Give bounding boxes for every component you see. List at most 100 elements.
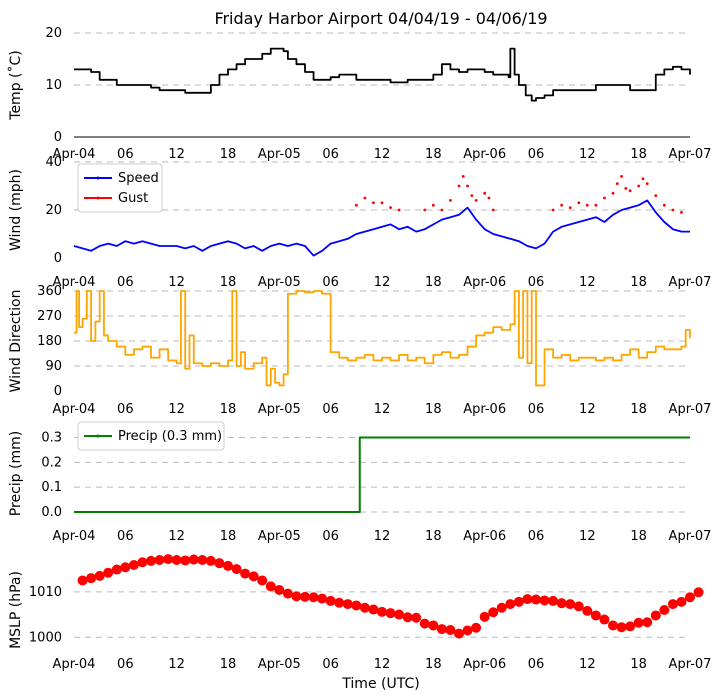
x-tick-label: Apr-07 [669, 275, 712, 290]
data-point [431, 203, 435, 207]
data-point [496, 602, 507, 613]
data-point [223, 560, 233, 571]
data-point [440, 208, 444, 212]
data-point [479, 611, 490, 622]
data-point [325, 595, 336, 606]
data-point [146, 555, 156, 566]
x-tick-label: 18 [425, 529, 442, 544]
x-tick-label: 12 [374, 657, 391, 672]
data-point [599, 614, 610, 625]
x-tick-label: Apr-06 [463, 657, 506, 672]
x-tick-label: 12 [579, 402, 596, 417]
data-point [402, 612, 413, 623]
y-tick-label: 20 [45, 26, 62, 41]
data-point [505, 599, 516, 610]
data-point [372, 201, 375, 205]
data-point [642, 617, 653, 628]
x-tick-label: 06 [322, 657, 339, 672]
x-tick-label: Apr-07 [669, 147, 712, 162]
y-axis-label: Temp (˚C) [7, 50, 24, 120]
x-tick-label: 06 [117, 402, 134, 417]
legend-box [77, 163, 163, 213]
data-point [654, 194, 658, 198]
x-tick-label: 12 [579, 275, 596, 290]
data-point [491, 208, 495, 212]
x-tick-label: Apr-05 [258, 402, 301, 417]
data-point [513, 596, 524, 607]
x-tick-label: Apr-04 [53, 147, 96, 162]
panel-precip: 0.0 0.1 0.2 0.3 Precip (mm) Apr-04 06 12 18 Apr-0… [8, 421, 711, 544]
data-point [680, 211, 683, 214]
legend-label: Gust [118, 191, 148, 206]
data-point [633, 617, 644, 628]
x-tick-label: 06 [322, 529, 339, 544]
data-point [488, 607, 499, 618]
x-tick-label: 12 [168, 402, 185, 417]
data-point [380, 201, 384, 205]
legend-marker [96, 434, 100, 438]
y-tick-label: 0.1 [41, 480, 62, 495]
x-tick-label: Apr-05 [258, 657, 301, 672]
data-point [342, 599, 353, 610]
x-tick-label: Apr-05 [258, 147, 301, 162]
data-point [257, 575, 268, 586]
data-point [377, 606, 387, 617]
y-tick-label: 180 [37, 334, 62, 349]
data-point [389, 206, 392, 210]
data-point [363, 196, 367, 200]
x-tick-label: 18 [630, 402, 647, 417]
panel-wdir: 0 90 180 270 360 Wind Direction Apr-04 06 12 18 Ap… [8, 284, 711, 417]
x-tick-label: 12 [579, 529, 596, 544]
x-tick-label: 18 [220, 147, 237, 162]
data-point [334, 597, 345, 608]
data-point [685, 592, 695, 603]
y-tick-label: 0 [54, 130, 62, 145]
legend-box [77, 421, 225, 451]
data-point [436, 624, 447, 635]
data-point [137, 557, 148, 568]
data-point [397, 208, 401, 212]
data-point [197, 555, 208, 565]
data-point [620, 175, 623, 178]
data-point [628, 189, 632, 193]
data-point [94, 570, 105, 581]
data-point [662, 203, 666, 207]
series-line-precip-0-3-mm- [74, 436, 690, 514]
x-tick-label: 18 [630, 147, 647, 162]
data-point [300, 591, 310, 602]
data-point [462, 625, 473, 636]
y-axis-label: Wind Direction [8, 290, 24, 393]
series-gust [354, 175, 683, 214]
data-point [551, 208, 555, 212]
x-tick-label: 18 [425, 147, 442, 162]
data-point [449, 199, 452, 202]
x-tick-label: 18 [425, 402, 442, 417]
data-point [676, 596, 687, 607]
series-mslp [77, 554, 704, 639]
data-point [205, 555, 216, 566]
data-point [291, 591, 302, 602]
x-tick-label: 12 [374, 402, 391, 417]
x-tick-label: 06 [528, 402, 545, 417]
data-point [103, 567, 114, 578]
data-point [585, 203, 589, 207]
data-point [539, 595, 550, 606]
data-point [86, 573, 97, 584]
legend-marker [96, 196, 100, 200]
data-point [282, 588, 293, 599]
x-tick-label: 18 [630, 657, 647, 672]
data-point [77, 575, 88, 586]
data-point [650, 610, 661, 621]
data-point [120, 562, 131, 573]
data-point [248, 571, 259, 582]
data-point [411, 612, 422, 623]
x-tick-label: 18 [425, 657, 442, 672]
x-tick-label: 06 [117, 275, 134, 290]
y-tick-label: 0.0 [41, 505, 62, 520]
x-tick-label: 18 [630, 529, 647, 544]
y-axis-label: Precip (mm) [8, 431, 24, 516]
data-point [577, 201, 581, 205]
data-point [445, 625, 456, 635]
data-point [428, 620, 439, 631]
